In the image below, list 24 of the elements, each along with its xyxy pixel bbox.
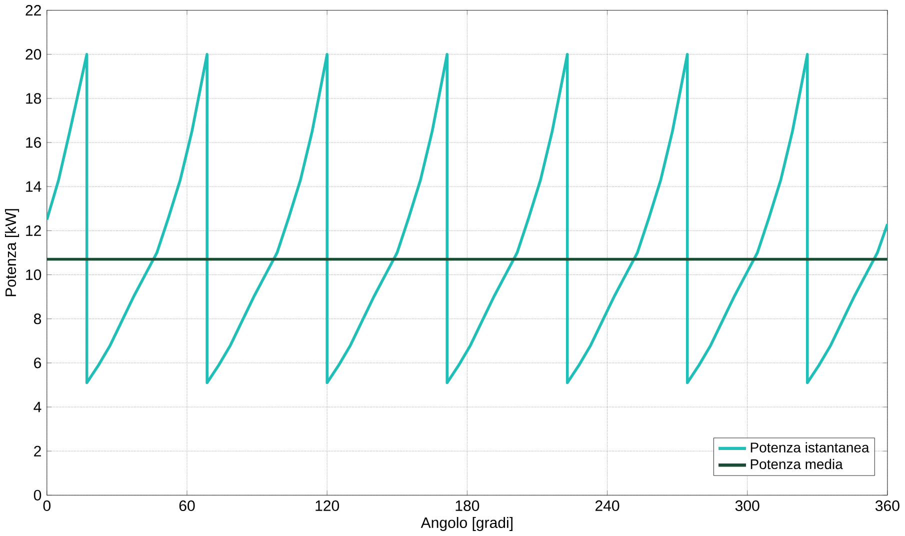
y-tick-label: 0 [34, 490, 42, 500]
y-tick-label: 8 [34, 314, 42, 324]
y-tick-label: 16 [26, 137, 42, 148]
x-tick-label: 300 [735, 500, 760, 512]
y-tick-label: 22 [26, 4, 41, 16]
x-tick-label: 240 [595, 500, 620, 512]
y-tick-label: 6 [34, 358, 42, 368]
y-tick-label: 2 [34, 446, 41, 456]
x-tick-label: 60 [179, 500, 195, 512]
x-tick-label: 120 [316, 500, 340, 512]
x-axis-title: Angolo [gradi] [420, 516, 512, 531]
x-tick-label: 180 [456, 500, 480, 512]
line-series [46, 52, 888, 384]
y-tick-label: 4 [34, 402, 42, 412]
y-tick-label: 20 [26, 49, 42, 60]
y-tick-label: 10 [26, 269, 42, 280]
x-tick-label: 0 [43, 500, 51, 512]
legend-label: Potenza istantanea [750, 442, 870, 452]
y-axis-title: Potenza [kW] [5, 209, 20, 296]
legend-label: Potenza media [750, 458, 843, 470]
x-tick-label: 360 [875, 500, 900, 512]
y-tick-label: 14 [26, 181, 42, 192]
y-tick-label: 18 [26, 93, 42, 104]
y-tick-label: 12 [26, 225, 41, 236]
